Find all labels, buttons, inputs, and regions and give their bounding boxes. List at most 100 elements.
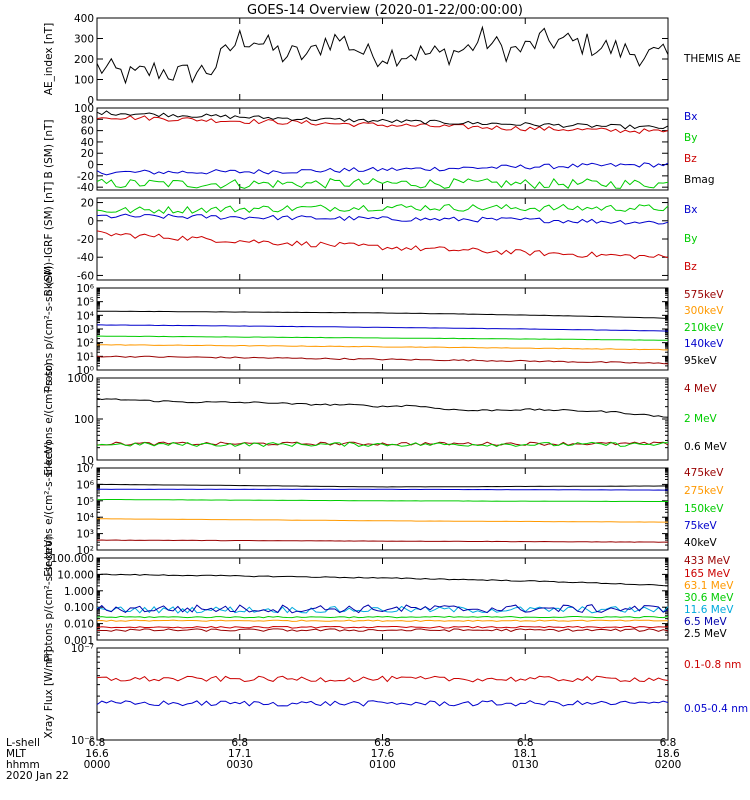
series-line-electrons_kev-1 xyxy=(96,518,668,523)
series-line-b_sm-1 xyxy=(96,177,669,190)
figure-title: GOES-14 Overview (2020-01-22/00:00:00) xyxy=(247,3,523,18)
legend-label: 0.05-0.4 nm xyxy=(684,703,748,715)
y-tick-label: -60 xyxy=(77,270,94,282)
y-tick-label: 10² xyxy=(76,545,94,557)
series-line-protons_low-1 xyxy=(96,344,668,351)
series-line-b_sm-2 xyxy=(96,115,669,134)
legend-label: Bz xyxy=(684,261,697,273)
legend-label: 11.6 MeV xyxy=(684,604,734,616)
panel-frame xyxy=(96,467,669,551)
series-line-b_igrf-0 xyxy=(96,213,669,225)
y-tick-label: 40 xyxy=(81,137,94,149)
time-tick-label-lshell: 6.8 xyxy=(231,737,248,749)
panel-ae: 0 100 200 300 400 AE_index [nT] THEMIS AE xyxy=(43,13,741,107)
y-tick-label: 1000 xyxy=(67,373,94,385)
panel-electrons_kev: 10² 10³ 10⁴ 10⁵ 10⁶ 10⁷ Electrons e/(cm²-s-sr-… xyxy=(43,441,724,577)
series-line-protons_low-4 xyxy=(96,310,669,319)
y-tick-label: 10 xyxy=(81,455,94,467)
y-tick-label: 10⁻⁷ xyxy=(71,643,94,655)
legend-label: 2.5 MeV xyxy=(684,628,728,640)
legend-label: 0.6 MeV xyxy=(684,441,728,453)
y-tick-label: 10⁵ xyxy=(76,496,94,508)
time-tick-label-hhmm: 0000 xyxy=(84,759,111,771)
time-tick-label-mlt: 18.6 xyxy=(656,748,680,760)
time-tick-label-hhmm: 0200 xyxy=(655,759,682,771)
y-tick-label: -20 xyxy=(77,234,94,246)
time-tick-label-mlt: 17.1 xyxy=(228,748,251,760)
time-row-label: 2020 Jan 22 xyxy=(6,770,69,782)
series-line-electrons_kev-3 xyxy=(97,488,668,491)
time-tick-label-lshell: 6.8 xyxy=(89,737,106,749)
legend-label: 0.1-0.8 nm xyxy=(684,659,741,671)
time-tick-label-mlt: 16.6 xyxy=(85,748,109,760)
y-tick-label: 100.000 xyxy=(51,553,94,565)
legend-label: 95keV xyxy=(684,355,718,367)
series-line-electrons_kev-0 xyxy=(96,539,668,543)
series-line-protons_low-0 xyxy=(96,355,669,365)
y-axis-label: B (SM) [nT] xyxy=(43,119,55,178)
time-tick-label-lshell: 6.8 xyxy=(660,737,677,749)
series-line-ae-0 xyxy=(96,25,669,85)
y-tick-label: -40 xyxy=(77,182,94,194)
time-tick-label-hhmm: 0030 xyxy=(226,759,253,771)
series-line-protons_mev-1 xyxy=(96,625,669,629)
y-tick-label: 10⁴ xyxy=(76,310,94,322)
series-line-electrons_mev-1 xyxy=(96,441,669,447)
y-tick-label: 10⁰ xyxy=(76,365,94,377)
y-tick-label: 0 xyxy=(87,95,94,107)
y-tick-label: 0 xyxy=(87,160,94,172)
series-line-protons_low-3 xyxy=(97,324,669,332)
series-line-protons_mev-2 xyxy=(96,619,668,622)
y-axis-label: Electrons e/(cm²-s-sr-keV) xyxy=(43,441,55,577)
legend-label: 63.1 MeV xyxy=(684,580,734,592)
legend-label: Bx xyxy=(684,204,697,216)
y-tick-label: 100 xyxy=(74,103,94,115)
series-line-xray-1 xyxy=(96,700,669,707)
y-tick-label: 80 xyxy=(81,114,94,126)
series-line-electrons_mev-2 xyxy=(96,397,669,418)
y-tick-label: 300 xyxy=(74,34,94,46)
legend-label: By xyxy=(684,132,697,144)
y-tick-label: 10⁴ xyxy=(76,512,94,524)
y-axis-label: Xray Flux [W/m²] xyxy=(43,649,55,738)
time-row-label: MLT xyxy=(6,748,26,760)
legend-label: 165 MeV xyxy=(684,568,731,580)
y-tick-label: 10² xyxy=(76,338,94,350)
legend-label: 4 MeV xyxy=(684,383,718,395)
y-tick-label: 10⁻⁸ xyxy=(71,735,94,747)
time-tick-label-lshell: 6.8 xyxy=(517,737,534,749)
y-tick-label: 20 xyxy=(81,148,94,160)
series-line-protons_low-2 xyxy=(97,335,669,341)
y-tick-label: 0.100 xyxy=(64,602,94,614)
series-line-b_sm-0 xyxy=(96,162,669,176)
y-tick-label: 60 xyxy=(81,126,94,138)
legend-label: By xyxy=(684,233,697,245)
series-line-protons_mev-3 xyxy=(96,615,669,619)
series-line-protons_mev-6 xyxy=(96,573,669,587)
panel-electrons_mev: 10 100 1000 Electrons e/(cm²-s-sr) 4 MeV 2 Me… xyxy=(43,362,728,475)
y-tick-label: 10³ xyxy=(76,324,94,336)
series-line-b_sm-3 xyxy=(96,110,669,130)
legend-label: 300keV xyxy=(684,305,724,317)
panel-frame xyxy=(96,287,669,371)
panel-frame xyxy=(96,647,669,741)
y-tick-label: 10¹ xyxy=(76,351,94,363)
time-tick-label-hhmm: 0130 xyxy=(512,759,539,771)
y-axis-label: AE_index [nT] xyxy=(43,23,55,95)
y-tick-label: 10⁶ xyxy=(76,283,94,295)
series-line-b_igrf-2 xyxy=(96,230,669,260)
panel-b_igrf: -60 -40 -20 0 20 B (SM)-IGRF (SM) [nT] Bx By Bz xyxy=(43,182,697,297)
y-tick-label: 200 xyxy=(74,54,94,66)
legend-label: 433 MeV xyxy=(684,555,731,567)
y-tick-label: 100 xyxy=(74,414,94,426)
series-line-protons_mev-0 xyxy=(96,628,669,632)
y-tick-label: 10⁷ xyxy=(76,463,94,475)
y-tick-label: 0.010 xyxy=(64,619,94,631)
time-tick-label-mlt: 17.6 xyxy=(371,748,395,760)
series-line-electrons_kev-4 xyxy=(97,483,669,488)
legend-label: 150keV xyxy=(684,503,724,515)
